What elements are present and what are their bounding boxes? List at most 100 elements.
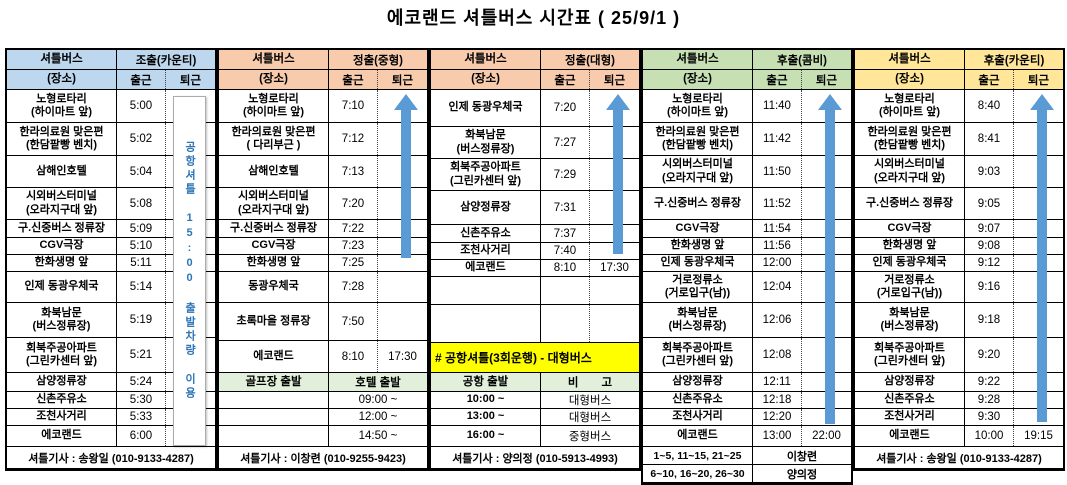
stop-row: 조천사거리 12:20 <box>643 409 851 426</box>
hotel-departure-time: 12:00 ~ <box>358 411 398 423</box>
hotel-departure-time: 09:00 ~ <box>358 394 398 406</box>
stop-row: 인제 동광우체국 7:20 <box>431 90 639 127</box>
stop-name: 신촌주유소 <box>431 225 541 242</box>
return-arrow-icon <box>1037 110 1047 422</box>
return-arrow-icon <box>401 110 411 258</box>
header-shift-label: 후출(카운티) <box>965 50 1063 69</box>
depart-time: 7:50 <box>329 303 378 340</box>
depart-time: 9:12 <box>965 255 1014 271</box>
header-depart-label: 출근 <box>117 70 166 89</box>
table-row: 셔틀버스 정출(대형) <box>431 50 639 70</box>
stop-name: 회북주공아파트 (그린카센터 앞) <box>431 159 541 190</box>
stop-row: 한화생명 앞 9:08 <box>855 238 1063 255</box>
depart-time: 5:30 <box>117 392 166 408</box>
depart-time: 5:10 <box>117 238 166 254</box>
stop-name: 거로정류소 (거로입구(남)) <box>643 272 753 302</box>
return-arrow-icon <box>1030 94 1054 110</box>
airport-shuttle-banner: # 공항셔틀(3회운행) - 대형버스 <box>431 343 639 372</box>
depart-time: 5:09 <box>117 220 166 237</box>
depart-time: 7:22 <box>329 220 378 237</box>
group-regular-medium: 셔틀버스 정출(중형) (장소) 출근 퇴근 노형로타리 (하이마트 앞) 7:10 한라의료… <box>217 48 429 471</box>
group-late-county: 셔틀버스 후출(카운티) (장소) 출근 퇴근 노형로타리 (하이마트 앞) 8:40 한라의… <box>853 48 1065 471</box>
header-shift-label: 정출(대형) <box>541 50 639 69</box>
stop-name: 조천사거리 <box>643 409 753 425</box>
header-depart-label: 출근 <box>965 70 1014 89</box>
depart-time: 8:40 <box>965 90 1014 122</box>
stop-row: 한라의료원 맞은편 (한담팥빵 벤치) 5:02 <box>7 123 215 156</box>
depart-time: 7:40 <box>541 243 590 259</box>
table-row: 셔틀기사 : 이창련 (010-9255-9423) <box>219 447 427 469</box>
stop-row: CGV극장 11:54 <box>643 220 851 238</box>
stop-row: 한화생명 앞 7:25 <box>219 255 427 272</box>
stop-row: 초록마을 정류장 7:50 <box>219 303 427 341</box>
stop-name: 인제 동광우체국 <box>855 255 965 271</box>
header-place-label: (장소) <box>431 70 541 89</box>
depart-time: 7:23 <box>329 238 378 254</box>
stop-name: 구.신중버스 정류장 <box>855 188 965 219</box>
stop-row: 동광우체국 7:28 <box>219 272 427 303</box>
stop-row: CGV극장 7:23 <box>219 238 427 255</box>
stop-row: 신촌주유소 12:18 <box>643 392 851 409</box>
table-row: 셔틀버스 정출(중형) <box>219 50 427 70</box>
stop-row: 삼양정류장 5:24 <box>7 373 215 392</box>
stop-name <box>431 277 541 304</box>
golf-departure-slot <box>219 392 329 408</box>
depart-time: 7:25 <box>329 255 378 271</box>
depart-time: 5:02 <box>117 123 166 155</box>
depart-time: 9:30 <box>965 409 1014 425</box>
table-row: (장소) 출근 퇴근 <box>431 70 639 90</box>
stop-name: 구.신중버스 정류장 <box>219 220 329 237</box>
header-shuttle-bus-label: 셔틀버스 <box>7 50 117 69</box>
return-time: 17:30 <box>388 350 417 363</box>
group-early-county: 셔틀버스 조출(카운티) (장소) 출근 퇴근 노형로타리 (하이마트 앞) 5:00 한라의… <box>5 48 217 471</box>
stop-row: 인제 동광우체국 9:12 <box>855 255 1063 272</box>
stop-row: 노형로타리 (하이마트 앞) 5:00 <box>7 90 215 123</box>
stop-row: 구.신중버스 정류장 5:09 <box>7 220 215 238</box>
header-return-label: 퇴근 <box>378 70 427 89</box>
depart-time: 9:20 <box>965 338 1014 372</box>
hotel-departure-time: 14:50 ~ <box>358 430 398 442</box>
depart-time: 7:13 <box>329 156 378 187</box>
return-time: 19:15 <box>1024 430 1053 442</box>
airport-departure-time: 13:00 ~ <box>431 409 541 425</box>
stop-name: 에코랜드 <box>7 426 117 446</box>
stop-name: 에코랜드 <box>855 426 965 446</box>
stop-row: 구.신중버스 정류장 7:22 <box>219 220 427 238</box>
depart-time: 5:33 <box>117 409 166 425</box>
stop-row: 구.신중버스 정류장 9:05 <box>855 188 1063 220</box>
stop-name: 시외버스터미널 (오라지구대 앞) <box>855 156 965 187</box>
stop-row: 인제 동광우체국 12:00 <box>643 255 851 272</box>
return-time <box>590 277 639 304</box>
depart-time: 11:42 <box>753 123 802 155</box>
stop-name: 시외버스터미널 (오라지구대 앞) <box>219 188 329 219</box>
return-time <box>590 305 639 342</box>
stop-name: 회북주공아파트 (그린카센터 앞) <box>643 338 753 372</box>
table-row: 09:00 ~ <box>219 392 427 409</box>
stop-name: 동광우체국 <box>219 272 329 302</box>
stop-name: 한라의료원 맞은편 (한담팥빵 벤치) <box>643 123 753 155</box>
depart-time: 7:20 <box>329 188 378 219</box>
stop-row: 노형로타리 (하이마트 앞) 7:10 <box>219 90 427 123</box>
depart-time: 11:40 <box>753 90 802 122</box>
stop-name: 신촌주유소 <box>643 392 753 408</box>
depart-time: 7:28 <box>329 272 378 302</box>
stop-row: 에코랜드 10:00 19:15 <box>855 426 1063 447</box>
stop-name: 한화생명 앞 <box>855 238 965 254</box>
depart-time: 9:22 <box>965 373 1014 391</box>
stop-name: 삼양정류장 <box>855 373 965 391</box>
table-row: 14:50 ~ <box>219 426 427 447</box>
table-row: 10:00 ~ 대형버스 <box>431 392 639 409</box>
golf-departure-header: 골프장 출발 <box>219 373 329 391</box>
stop-name: CGV극장 <box>219 238 329 254</box>
stop-row: 삼해인호텔 5:04 <box>7 156 215 188</box>
stop-name: 노형로타리 (하이마트 앞) <box>855 90 965 122</box>
depart-time: 12:08 <box>753 338 802 372</box>
table-row: (장소) 출근 퇴근 <box>7 70 215 90</box>
stop-row: 한화생명 앞 5:11 <box>7 255 215 272</box>
stop-row: 시외버스터미널 (오라지구대 앞) 9:03 <box>855 156 1063 188</box>
golf-departure-slot <box>219 409 329 425</box>
depart-time: 7:20 <box>541 90 590 126</box>
remarks-header: 비 고 <box>541 373 639 391</box>
stop-row: 에코랜드 13:00 22:00 <box>643 426 851 447</box>
stop-name: CGV극장 <box>643 220 753 237</box>
